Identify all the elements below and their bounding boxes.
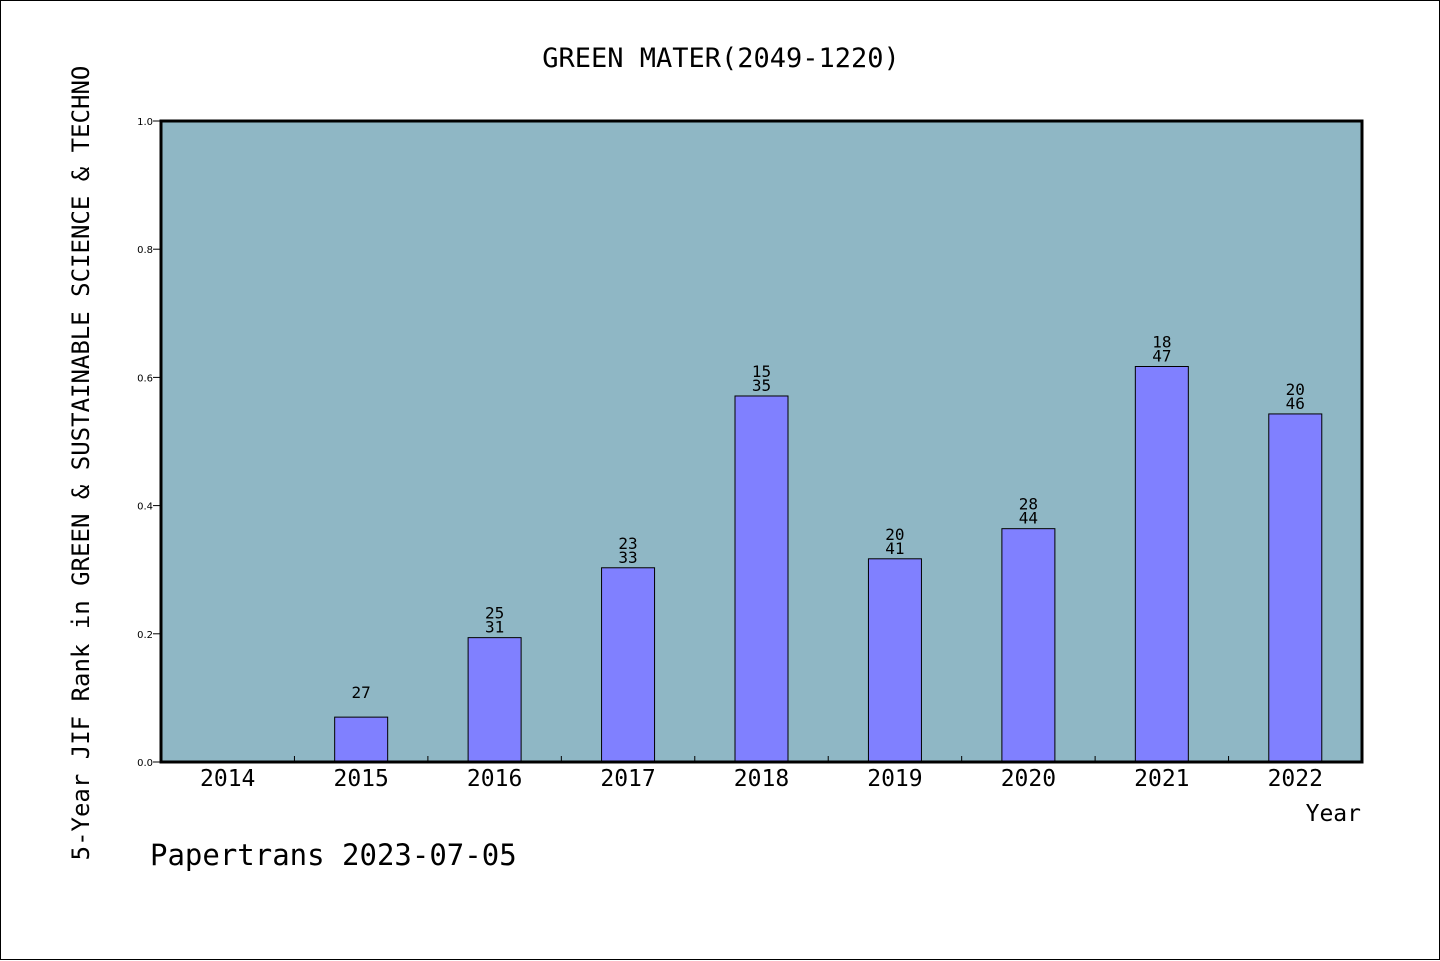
x-axis: 2014 2015 2016 2017 2018 2019 2020 2021 2022	[200, 756, 1323, 792]
bar-label: 20	[885, 525, 904, 544]
y-tick-label: 0.8	[137, 245, 153, 256]
bar-2022	[1268, 413, 1323, 763]
bar-2016	[467, 637, 522, 763]
x-tick-label: 2020	[1001, 766, 1056, 792]
bar-label: 20	[1286, 380, 1305, 399]
bar-label: 23	[618, 534, 637, 553]
x-tick-label: 2019	[867, 766, 922, 792]
x-tick-label: 2015	[333, 766, 388, 792]
chart-title: GREEN MATER(2049-1220)	[542, 43, 900, 74]
bar-label: 44	[1019, 509, 1038, 528]
y-tick-label: 0.4	[137, 502, 153, 513]
bar-label: 35	[752, 376, 771, 395]
bar-label: 33	[618, 548, 637, 567]
y-tick-label: 1.0	[137, 117, 153, 128]
bars-layer	[334, 366, 1323, 763]
y-axis-label: 5-Year JIF Rank in GREEN & SUSTAINABLE S…	[67, 66, 95, 861]
bar-2015	[334, 716, 389, 763]
x-axis-label: Year	[1306, 801, 1361, 827]
x-tick-label: 2021	[1134, 766, 1189, 792]
y-axis: 0.0 0.2 0.4 0.6 0.8 1.0	[137, 117, 161, 769]
bar-2019	[867, 558, 922, 763]
bar-label: 46	[1286, 394, 1305, 413]
bar-2018	[734, 395, 789, 763]
x-tick-label: 2017	[600, 766, 655, 792]
bar-label: 28	[1019, 495, 1038, 514]
bar-2017	[601, 567, 656, 763]
footer-credit: Papertrans 2023-07-05	[150, 838, 517, 872]
bar-label: 31	[485, 618, 504, 637]
x-tick-label: 2014	[200, 766, 255, 792]
x-tick-label: 2018	[734, 766, 789, 792]
y-tick-label: 0.0	[137, 758, 153, 769]
x-tick-label: 2022	[1268, 766, 1323, 792]
bar-label: 47	[1152, 347, 1171, 366]
y-tick-label: 0.6	[137, 373, 153, 384]
bar-label: 15	[752, 362, 771, 381]
bar-2021	[1134, 366, 1189, 763]
plot-frame	[159, 119, 1364, 764]
bar-label: 41	[885, 539, 904, 558]
x-tick-label: 2016	[467, 766, 522, 792]
bar-label: 27	[352, 683, 371, 702]
bar-label: 25	[485, 604, 504, 623]
bar-2020	[1001, 528, 1056, 763]
bar-label: 18	[1152, 333, 1171, 352]
y-tick-label: 0.2	[137, 630, 153, 641]
